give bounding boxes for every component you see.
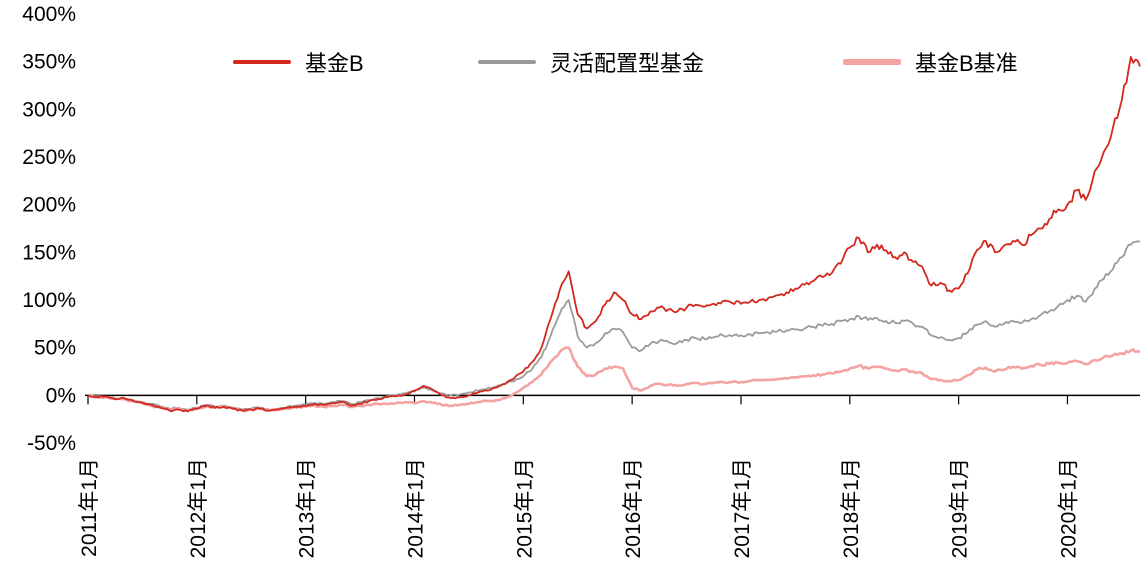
x-axis-tick-label: 2020年1月 bbox=[1057, 458, 1080, 558]
legend-line-swatch-fund-b bbox=[233, 60, 291, 64]
y-axis-tick-label: 100% bbox=[22, 289, 76, 312]
legend: 基金B 灵活配置型基金 基金B基准 bbox=[0, 48, 1146, 76]
y-axis-tick-label: 250% bbox=[22, 146, 76, 169]
legend-item-flexible-fund: 灵活配置型基金 bbox=[478, 48, 704, 76]
x-axis-tick-label: 2017年1月 bbox=[731, 458, 754, 558]
y-axis-tick-label: 0% bbox=[46, 384, 76, 407]
y-axis-tick-label: 400% bbox=[22, 3, 76, 26]
y-axis-tick-label: 300% bbox=[22, 98, 76, 121]
legend-line-swatch-fund-b-benchmark bbox=[843, 59, 901, 65]
legend-item-fund-b-benchmark: 基金B基准 bbox=[843, 48, 1018, 76]
x-axis-tick-label: 2012年1月 bbox=[187, 458, 210, 558]
y-axis-tick-label: 150% bbox=[22, 241, 76, 264]
series-line-flexible-fund bbox=[87, 240, 1141, 412]
x-axis-tick-label: 2016年1月 bbox=[622, 458, 645, 558]
y-axis-tick-label: -50% bbox=[27, 432, 76, 455]
legend-label-fund-b: 基金B bbox=[305, 51, 364, 76]
legend-line-swatch-flexible-fund bbox=[478, 60, 536, 64]
x-axis-tick-label: 2014年1月 bbox=[404, 458, 427, 558]
legend-label-fund-b-benchmark: 基金B基准 bbox=[915, 51, 1018, 76]
x-axis-tick-label: 2015年1月 bbox=[513, 458, 536, 558]
series-line-fund-b-benchmark bbox=[87, 346, 1141, 413]
x-axis-tick-label: 2011年1月 bbox=[78, 458, 101, 557]
x-axis-tick-label: 2019年1月 bbox=[949, 458, 972, 558]
y-axis-tick-label: 50% bbox=[34, 337, 76, 360]
x-axis-tick-label: 2013年1月 bbox=[296, 458, 319, 558]
legend-label-flexible-fund: 灵活配置型基金 bbox=[550, 51, 705, 76]
series-line-fund-b bbox=[87, 56, 1141, 413]
legend-item-fund-b: 基金B bbox=[233, 48, 364, 76]
x-axis-tick-label: 2018年1月 bbox=[840, 458, 863, 558]
y-axis-tick-label: 350% bbox=[22, 51, 76, 74]
y-axis-tick-label: 200% bbox=[22, 194, 76, 217]
